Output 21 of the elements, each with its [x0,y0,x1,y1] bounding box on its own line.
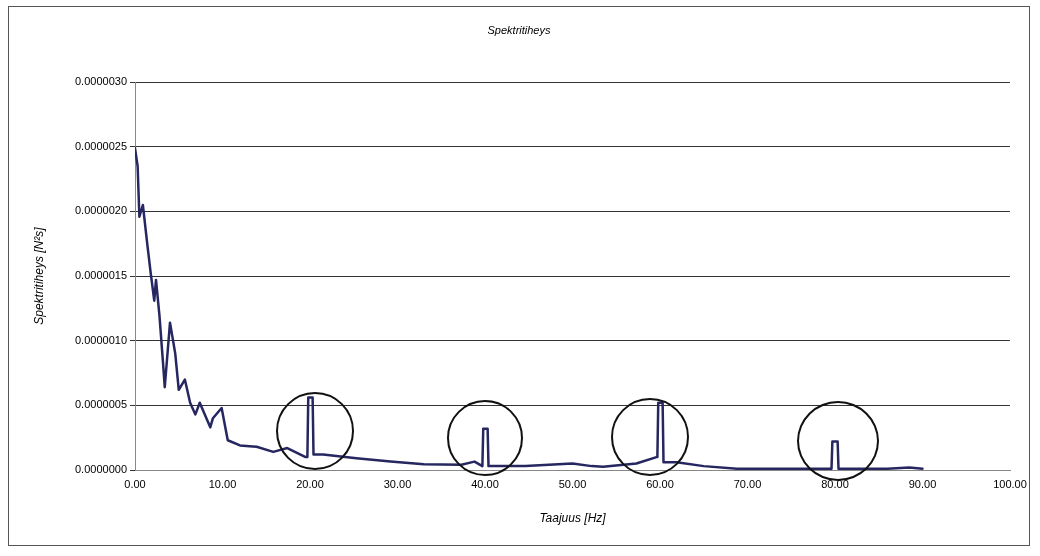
x-tick-label: 40.00 [471,477,499,490]
x-tick-label: 20.00 [296,477,324,490]
x-tick-label: 50.00 [558,477,587,490]
x-axis-title: Taajuus [Hz] [539,511,607,526]
x-tick-label: 10.00 [208,477,237,490]
y-tick-label: 0.0000015 [75,269,127,282]
x-tick-label: 30.00 [383,477,412,490]
y-tick-label: 0.0000005 [75,398,127,411]
x-tick-label: 90.00 [908,477,937,490]
y-tick-label: 0.0000025 [75,139,127,152]
x-tick-label: 100.00 [993,477,1027,490]
y-axis-title: Spektritiheys [N²s] [31,226,46,325]
x-tick-label: 0.00 [124,477,146,490]
y-tick-label: 0.0000020 [75,204,127,217]
y-tick-label: 0.0000030 [75,75,127,88]
x-tick-label: 60.00 [646,477,674,490]
x-tick-label: 70.00 [733,477,762,490]
y-tick-label: 0.0000000 [75,463,127,476]
chart-title: Spektritiheys [487,23,551,36]
y-tick-label: 0.0000010 [75,333,127,346]
x-tick-label: 80.00 [821,477,849,490]
